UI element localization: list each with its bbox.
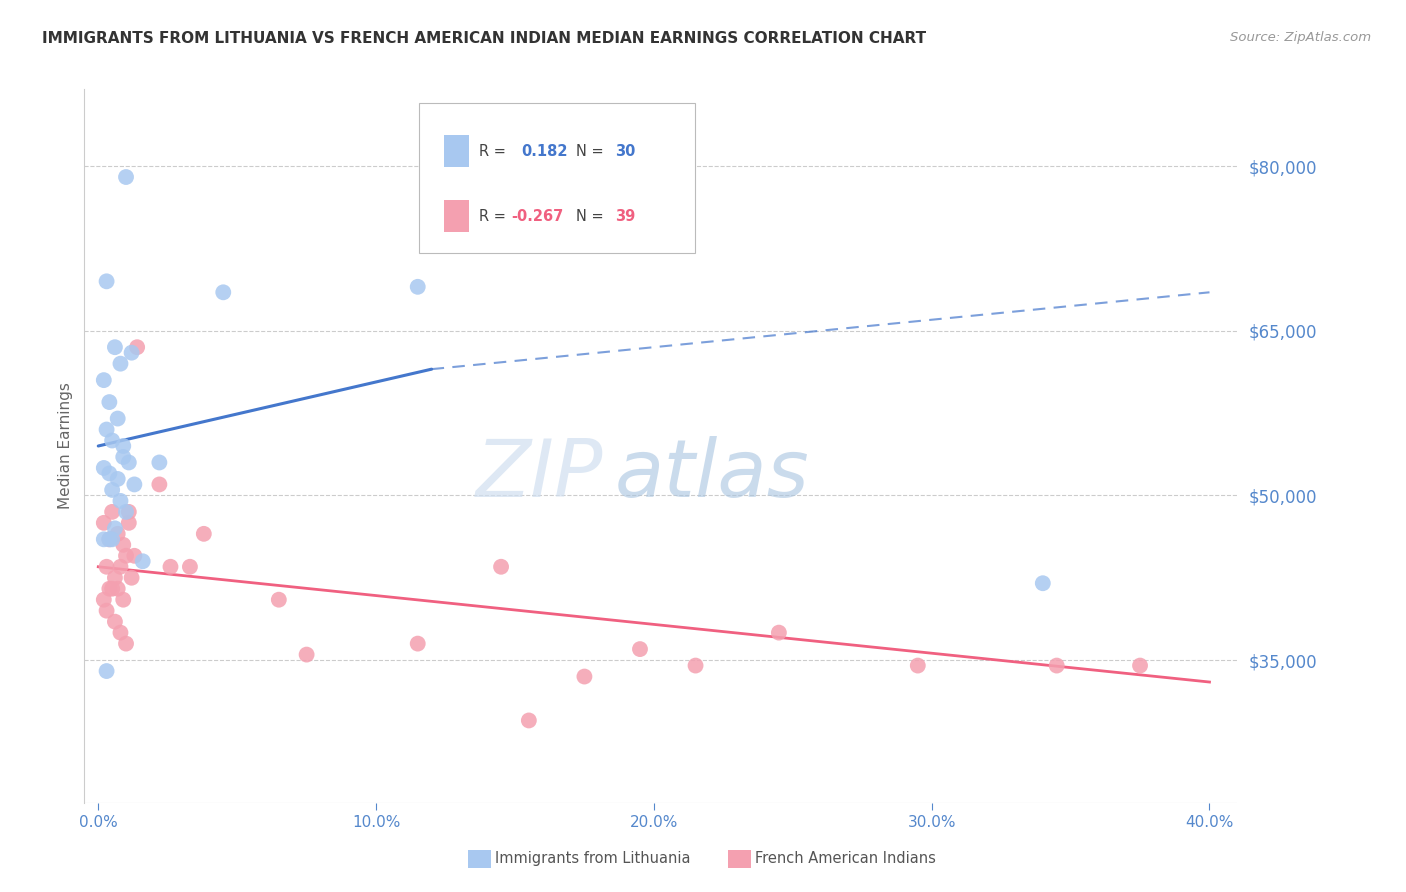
Point (112, 592, 135, 607)
Point (104, 615, 127, 629)
Point (96, 664, 118, 678)
Point (517, 714, 540, 728)
Point (93, 533, 115, 547)
Point (98, 395, 121, 409)
Point (406, 637, 429, 651)
Point (101, 533, 124, 547)
Text: Immigrants from Lithuania: Immigrants from Lithuania (495, 852, 690, 866)
Point (112, 450, 135, 464)
Point (212, 285, 235, 300)
Point (93, 516, 115, 530)
Point (179, 559, 201, 574)
Bar (444, 201, 470, 233)
Point (107, 526, 129, 541)
Point (93, 592, 115, 607)
Point (1046, 658, 1069, 673)
Point (115, 505, 138, 519)
Text: atlas: atlas (614, 435, 810, 514)
Point (768, 625, 790, 640)
Point (124, 549, 146, 563)
FancyBboxPatch shape (419, 103, 696, 253)
Point (98, 467, 121, 481)
Point (101, 505, 124, 519)
Text: 30: 30 (614, 144, 636, 159)
Point (98, 533, 121, 547)
Text: 0.182: 0.182 (522, 144, 568, 159)
Point (96, 604, 118, 618)
Point (118, 505, 141, 519)
Point (148, 455, 170, 469)
Point (118, 516, 141, 530)
Point (159, 559, 181, 574)
Point (124, 477, 146, 491)
Point (110, 625, 132, 640)
Text: French American Indians: French American Indians (755, 852, 936, 866)
Point (101, 483, 124, 497)
Point (115, 549, 138, 563)
Point (115, 169, 138, 184)
Point (96, 559, 118, 574)
Point (115, 637, 138, 651)
Text: ZIP: ZIP (475, 435, 603, 514)
Point (110, 494, 132, 508)
Point (104, 340, 127, 354)
Point (96, 274, 118, 288)
Point (110, 357, 132, 371)
Text: N =: N = (575, 209, 603, 224)
Text: -0.267: -0.267 (510, 209, 564, 224)
Point (112, 439, 135, 453)
Point (1129, 658, 1152, 673)
Point (104, 521, 127, 535)
Text: R =: R = (478, 144, 506, 159)
Point (110, 559, 132, 574)
Point (101, 434, 124, 448)
Point (907, 658, 929, 673)
Text: IMMIGRANTS FROM LITHUANIA VS FRENCH AMERICAN INDIAN MEDIAN EARNINGS CORRELATION : IMMIGRANTS FROM LITHUANIA VS FRENCH AMER… (42, 31, 927, 46)
Point (107, 472, 129, 486)
Point (112, 538, 135, 552)
Point (628, 642, 651, 657)
Bar (444, 136, 470, 168)
Text: 39: 39 (614, 209, 636, 224)
Point (118, 455, 141, 469)
Point (101, 582, 124, 596)
Point (98, 582, 121, 596)
Point (107, 411, 129, 425)
Point (489, 559, 512, 574)
Text: R =: R = (478, 209, 506, 224)
Point (121, 571, 143, 585)
Point (193, 526, 215, 541)
Point (93, 373, 115, 387)
Text: N =: N = (575, 144, 603, 159)
Point (107, 582, 129, 596)
Point (406, 280, 429, 294)
Point (121, 345, 143, 359)
Point (127, 340, 149, 354)
Point (267, 592, 290, 607)
Y-axis label: Median Earnings: Median Earnings (58, 383, 73, 509)
Point (104, 571, 127, 585)
Point (1032, 576, 1054, 591)
Point (148, 477, 170, 491)
Point (295, 648, 318, 662)
Point (685, 658, 707, 673)
Point (131, 554, 153, 568)
Point (574, 669, 596, 683)
Point (93, 461, 115, 475)
Point (98, 533, 121, 547)
Point (96, 423, 118, 437)
Text: Source: ZipAtlas.com: Source: ZipAtlas.com (1230, 31, 1371, 45)
